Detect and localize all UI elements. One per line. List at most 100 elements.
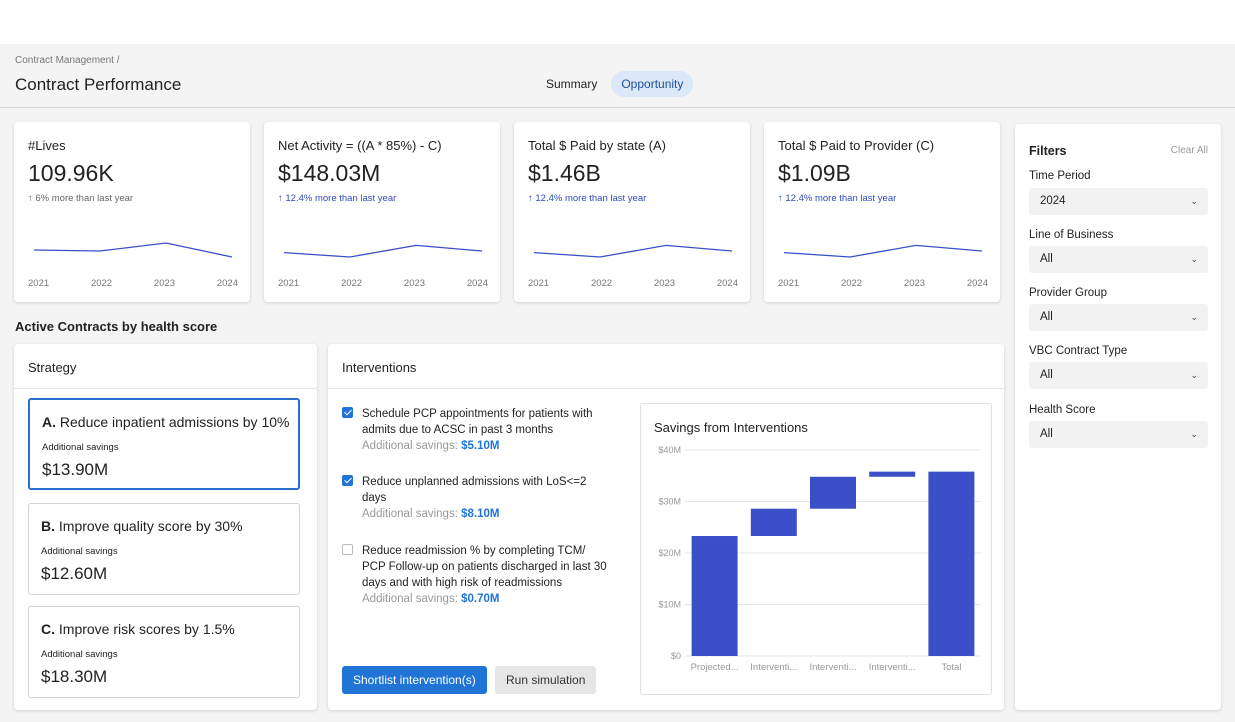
shortlist-interventions-button[interactable]: Shortlist intervention(s)	[342, 666, 487, 694]
divider	[14, 388, 317, 389]
chevron-down-icon: ⌄	[1190, 254, 1198, 264]
strategy-amount: $18.30M	[41, 667, 108, 686]
trend-line	[33, 242, 233, 258]
strategy-panel: Strategy A. Reduce inpatient admissions …	[14, 344, 317, 710]
kpi-trend-sparkline	[533, 244, 733, 258]
year-label: 2024	[966, 278, 988, 289]
year-label: 2021	[778, 278, 800, 289]
clear-all-link[interactable]: Clear All	[1170, 145, 1208, 156]
waterfall-bar	[928, 471, 975, 656]
intervention-label: Schedule PCP appointments for patients w…	[362, 408, 593, 436]
year-label: 2023	[653, 278, 676, 289]
intervention-label: Reduce unplanned admissions with LoS<=2 …	[362, 476, 587, 504]
intervention-savings: Additional savings: $5.10M	[362, 438, 612, 454]
x-tick-label: Interventi...	[810, 662, 857, 673]
intervention-checkbox[interactable]	[342, 407, 353, 418]
select-value: 2024	[1040, 195, 1066, 207]
filter-label-provider-group: Provider Group	[1029, 287, 1107, 299]
x-tick-label: Interventi...	[750, 662, 797, 673]
year-label: 2023	[903, 278, 926, 289]
kpi-year-axis: 2021 2022 2023 2024	[778, 278, 988, 289]
tab-summary[interactable]: Summary	[546, 77, 598, 91]
intervention-text-block: Reduce unplanned admissions with LoS<=2 …	[362, 474, 612, 522]
kpi-card-paid-to-provider: Total $ Paid to Provider (C) $1.09B ↑ 12…	[764, 122, 1000, 302]
strategy-item-b[interactable]: B. Improve quality score by 30% Addition…	[28, 503, 300, 595]
kpi-year-axis: 2021 2022 2023 2024	[278, 278, 488, 289]
breadcrumb[interactable]: Contract Management /	[15, 55, 120, 66]
savings-chart-card: Savings from Interventions $0 $10M $20M $30…	[640, 403, 992, 695]
strategy-letter: A.	[42, 414, 56, 430]
view-tabs: Summary Opportunity	[536, 71, 694, 97]
provider-group-select[interactable]: All ⌄	[1029, 304, 1208, 331]
strategy-sub-label: Additional savings	[41, 546, 118, 557]
chart-title: Savings from Interventions	[654, 420, 808, 435]
health-score-select[interactable]: All ⌄	[1029, 421, 1208, 448]
savings-value: $8.10M	[461, 508, 500, 520]
section-title: Active Contracts by health score	[15, 319, 218, 334]
strategy-item-c[interactable]: C. Improve risk scores by 1.5% Additiona…	[28, 606, 300, 698]
strategy-label: Improve risk scores by 1.5%	[58, 621, 235, 637]
page-header: Contract Management / Contract Performan…	[0, 44, 1235, 108]
strategy-sub-label: Additional savings	[42, 442, 119, 453]
strategy-title: B. Improve quality score by 30%	[41, 518, 243, 534]
chevron-down-icon: ⌄	[1190, 429, 1198, 439]
strategy-item-a[interactable]: A. Reduce inpatient admissions by 10% Ad…	[28, 398, 300, 490]
x-tick-label: Interventi...	[869, 662, 916, 673]
y-tick-label: $0	[671, 651, 681, 661]
kpi-value: $148.03M	[278, 160, 381, 186]
filter-label-health-score: Health Score	[1029, 404, 1096, 416]
kpi-delta: ↑ 12.4% more than last year	[278, 193, 397, 204]
time-period-select[interactable]: 2024 ⌄	[1029, 188, 1208, 215]
x-tick-label: Projected...	[691, 662, 739, 673]
interventions-heading: Interventions	[342, 360, 417, 375]
run-simulation-button[interactable]: Run simulation	[495, 666, 597, 694]
intervention-text-block: Reduce readmission % by completing TCM/ …	[362, 543, 612, 607]
trend-line	[283, 244, 483, 258]
strategy-letter: B.	[41, 518, 55, 534]
kpi-trend-sparkline	[783, 244, 983, 258]
app-container: Contract Management / Contract Performan…	[0, 44, 1235, 722]
year-label: 2023	[153, 278, 176, 289]
year-label: 2023	[403, 278, 426, 289]
strategy-heading: Strategy	[28, 360, 77, 375]
kpi-value: $1.46B	[528, 160, 601, 186]
kpi-label: Total $ Paid by state (A)	[528, 138, 667, 153]
vbc-contract-type-select[interactable]: All ⌄	[1029, 362, 1208, 389]
kpi-value: $1.09B	[778, 160, 851, 186]
savings-value: $5.10M	[461, 440, 500, 452]
kpi-delta: ↑ 6% more than last year	[28, 193, 134, 204]
year-label: 2021	[528, 278, 550, 289]
kpi-trend-sparkline	[283, 244, 483, 258]
intervention-checkbox[interactable]	[342, 475, 353, 486]
y-tick-label: $10M	[658, 600, 681, 610]
kpi-year-axis: 2021 2022 2023 2024	[528, 278, 738, 289]
waterfall-bar	[691, 536, 738, 656]
filter-label-line-of-business: Line of Business	[1029, 229, 1114, 241]
filter-label-vbc-contract-type: VBC Contract Type	[1029, 345, 1128, 357]
intervention-text-block: Schedule PCP appointments for patients w…	[362, 406, 612, 454]
intervention-checkbox[interactable]	[342, 544, 353, 555]
tab-opportunity[interactable]: Opportunity	[611, 71, 694, 97]
interventions-panel: Interventions Schedule PCP appointments …	[328, 344, 1004, 710]
waterfall-bar	[750, 508, 797, 537]
strategy-letter: C.	[41, 621, 55, 637]
savings-value: $0.70M	[461, 593, 500, 605]
year-label: 2022	[840, 278, 863, 289]
year-label: 2022	[90, 278, 113, 289]
year-label: 2024	[466, 278, 488, 289]
kpi-trend-sparkline	[33, 242, 233, 258]
page-title: Contract Performance	[15, 75, 182, 94]
select-value: All	[1040, 253, 1053, 265]
year-label: 2024	[216, 278, 238, 289]
filters-title: Filters	[1029, 144, 1067, 158]
year-label: 2021	[28, 278, 50, 289]
strategy-amount: $13.90M	[42, 460, 109, 479]
x-tick-label: Total	[941, 662, 961, 673]
kpi-label: Total $ Paid to Provider (C)	[778, 138, 935, 153]
year-label: 2022	[590, 278, 613, 289]
intervention-savings: Additional savings: $0.70M	[362, 591, 612, 607]
select-value: All	[1040, 311, 1053, 323]
year-label: 2021	[278, 278, 300, 289]
line-of-business-select[interactable]: All ⌄	[1029, 246, 1208, 273]
kpi-label: Net Activity = ((A * 85%) - C)	[278, 138, 442, 153]
